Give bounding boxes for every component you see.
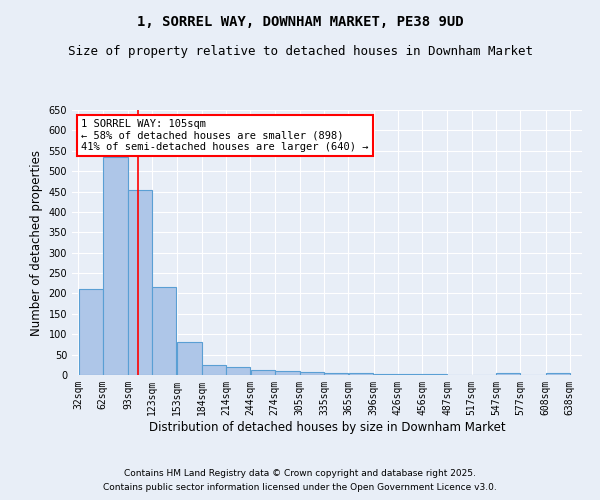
Bar — [226, 367, 250, 375]
Y-axis label: Number of detached properties: Number of detached properties — [30, 150, 43, 336]
Text: 1, SORREL WAY, DOWNHAM MARKET, PE38 9UD: 1, SORREL WAY, DOWNHAM MARKET, PE38 9UD — [137, 15, 463, 29]
Bar — [128, 190, 152, 375]
Bar — [103, 157, 128, 375]
Bar — [349, 373, 373, 375]
X-axis label: Distribution of detached houses by size in Downham Market: Distribution of detached houses by size … — [149, 420, 505, 434]
Text: Contains HM Land Registry data © Crown copyright and database right 2025.: Contains HM Land Registry data © Crown c… — [124, 468, 476, 477]
Bar — [300, 372, 324, 375]
Bar — [177, 342, 202, 375]
Bar — [79, 290, 103, 375]
Bar — [422, 374, 447, 375]
Bar — [152, 288, 176, 375]
Bar — [398, 374, 422, 375]
Bar — [324, 373, 349, 375]
Bar — [545, 374, 570, 375]
Bar — [275, 371, 300, 375]
Bar — [374, 374, 398, 375]
Bar — [496, 374, 520, 375]
Bar — [202, 365, 226, 375]
Text: 1 SORREL WAY: 105sqm
← 58% of detached houses are smaller (898)
41% of semi-deta: 1 SORREL WAY: 105sqm ← 58% of detached h… — [81, 119, 368, 152]
Text: Size of property relative to detached houses in Downham Market: Size of property relative to detached ho… — [67, 45, 533, 58]
Bar — [251, 370, 275, 375]
Text: Contains public sector information licensed under the Open Government Licence v3: Contains public sector information licen… — [103, 484, 497, 492]
